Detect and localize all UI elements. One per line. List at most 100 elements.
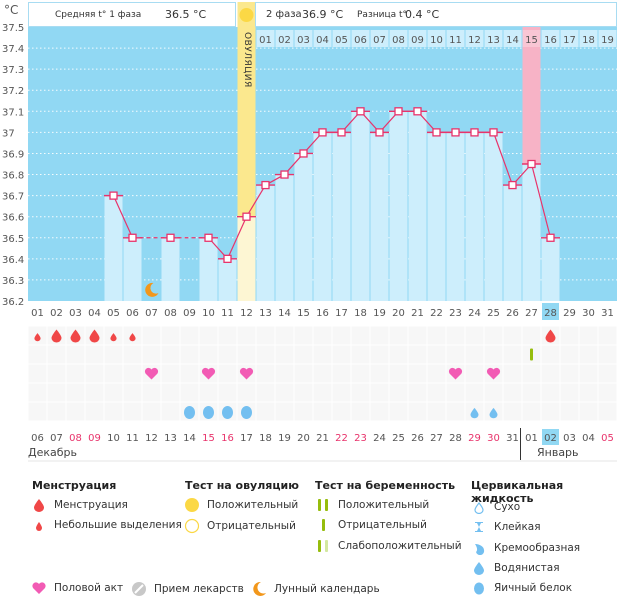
x-tick-label: 12 xyxy=(240,308,253,319)
green-line-faint-line-icon xyxy=(312,539,334,553)
temperature-bar xyxy=(351,111,370,301)
phase2-day-cell xyxy=(465,30,484,47)
calendar-date: 17 xyxy=(240,433,253,444)
x-tick-label: 22 xyxy=(430,308,443,319)
y-tick-label: 36.8 xyxy=(2,171,24,182)
data-point xyxy=(280,170,289,179)
phase2-day-cell xyxy=(446,30,465,47)
temperature-bar xyxy=(123,237,142,301)
y-tick-label: 37.1 xyxy=(2,107,24,118)
series-segment xyxy=(530,163,552,238)
legend-label: Отрицательный xyxy=(207,520,296,532)
data-point xyxy=(204,233,213,242)
legend-ovulation-positive: Положительный xyxy=(181,497,298,513)
temperature-bar xyxy=(161,237,180,301)
temp-diff-label: Разница t° xyxy=(357,10,407,20)
data-point xyxy=(470,128,479,137)
heart-icon xyxy=(144,367,159,380)
phase1-value: 36.5 °C xyxy=(165,8,207,21)
legend-fluid-watery: Водянистая xyxy=(468,561,560,575)
phase2-day-label: 02 xyxy=(278,35,291,46)
phase2-day-label: 11 xyxy=(449,35,462,46)
temperature-bar xyxy=(465,132,484,301)
x-tick-label: 19 xyxy=(373,308,386,319)
yellow-circle-outline-icon xyxy=(181,518,203,534)
blood-drop-icon xyxy=(89,329,100,343)
data-point xyxy=(432,128,441,137)
calendar-date: 04 xyxy=(582,433,595,444)
calendar-date: 02 xyxy=(544,433,557,444)
calendar-date: 21 xyxy=(316,433,329,444)
data-point xyxy=(394,107,403,116)
legend-intercourse: Половой акт xyxy=(28,581,123,595)
x-tick-label: 24 xyxy=(468,308,481,319)
phase2-day-cell xyxy=(560,30,579,47)
phase2-day-cell xyxy=(332,30,351,47)
phase2-day-label: 04 xyxy=(316,35,329,46)
heart-icon xyxy=(486,367,501,380)
calendar-date: 14 xyxy=(183,433,196,444)
month-december: Декабрь xyxy=(28,446,77,459)
legend-label: Положительный xyxy=(207,499,299,511)
ovulation-column xyxy=(237,2,256,217)
x-tick-label: 07 xyxy=(145,308,158,319)
egg-icon xyxy=(241,406,252,419)
phase1-box xyxy=(28,2,236,27)
events-grid-bg xyxy=(28,326,617,421)
data-point xyxy=(451,128,460,137)
temperature-bar xyxy=(484,132,503,301)
y-tick-label: 36.4 xyxy=(2,255,24,266)
small-blood-drop-icon xyxy=(34,333,41,342)
calendar-date: 23 xyxy=(354,433,367,444)
small-blood-drop-icon xyxy=(129,333,136,342)
temperature-bar xyxy=(503,185,522,301)
temperature-bar xyxy=(541,237,560,301)
legend-cervical-fluid-title: Цервикальная жидкость xyxy=(471,479,564,505)
data-point xyxy=(546,233,555,242)
data-point xyxy=(527,159,536,169)
legend-menstruation: Менструация xyxy=(28,498,128,512)
blood-drop-icon xyxy=(70,329,81,343)
data-point xyxy=(109,191,118,200)
data-point xyxy=(413,107,422,116)
x-tick-label: 08 xyxy=(164,308,177,319)
phase2-day-label: 13 xyxy=(487,35,500,46)
calendar-date: 28 xyxy=(449,433,462,444)
temperature-bar xyxy=(446,132,465,301)
legend-label: Половой акт xyxy=(54,582,124,594)
phase2-day-cell xyxy=(408,30,427,47)
legend-label: Сухо xyxy=(494,501,521,513)
legend-ovulation-negative: Отрицательный xyxy=(181,518,296,534)
legend-medication: Прием лекарств xyxy=(128,581,244,597)
calendar-date: 09 xyxy=(88,433,101,444)
y-tick-label: 37.2 xyxy=(2,86,24,97)
small-blood-drop-icon xyxy=(110,333,117,342)
legend-pregnancy-weak: Слабоположительный xyxy=(312,539,462,553)
y-tick-label: 37.5 xyxy=(2,23,24,34)
current-day-highlight xyxy=(542,303,559,320)
x-tick-label: 27 xyxy=(525,308,538,319)
data-point xyxy=(375,128,384,137)
y-tick-label: 36.2 xyxy=(2,297,24,308)
data-point xyxy=(128,233,137,242)
phase2-day-cell xyxy=(598,30,617,47)
events-row-menstruation xyxy=(34,329,556,343)
data-point xyxy=(508,180,517,190)
y-tick-label: 36.3 xyxy=(2,276,24,287)
legend-fluid-dry: Сухо xyxy=(468,500,520,514)
calendar-date: 27 xyxy=(430,433,443,444)
phase2-day-label: 06 xyxy=(354,35,367,46)
temperature-bar xyxy=(370,132,389,301)
data-point xyxy=(299,149,308,158)
egg-icon xyxy=(184,406,195,419)
y-tick-label: 37 xyxy=(2,128,15,139)
data-point xyxy=(489,128,498,137)
temperature-bar xyxy=(332,132,351,301)
x-tick-label: 02 xyxy=(50,308,63,319)
events-row-intercourse xyxy=(144,367,501,380)
y-tick-label: 37.4 xyxy=(2,44,24,55)
calendar-date: 15 xyxy=(202,433,215,444)
phase2-day-label: 07 xyxy=(373,35,386,46)
y-tick-label: 36.6 xyxy=(2,213,24,224)
legend-ovulation-test-title: Тест на овуляцию xyxy=(185,479,299,492)
